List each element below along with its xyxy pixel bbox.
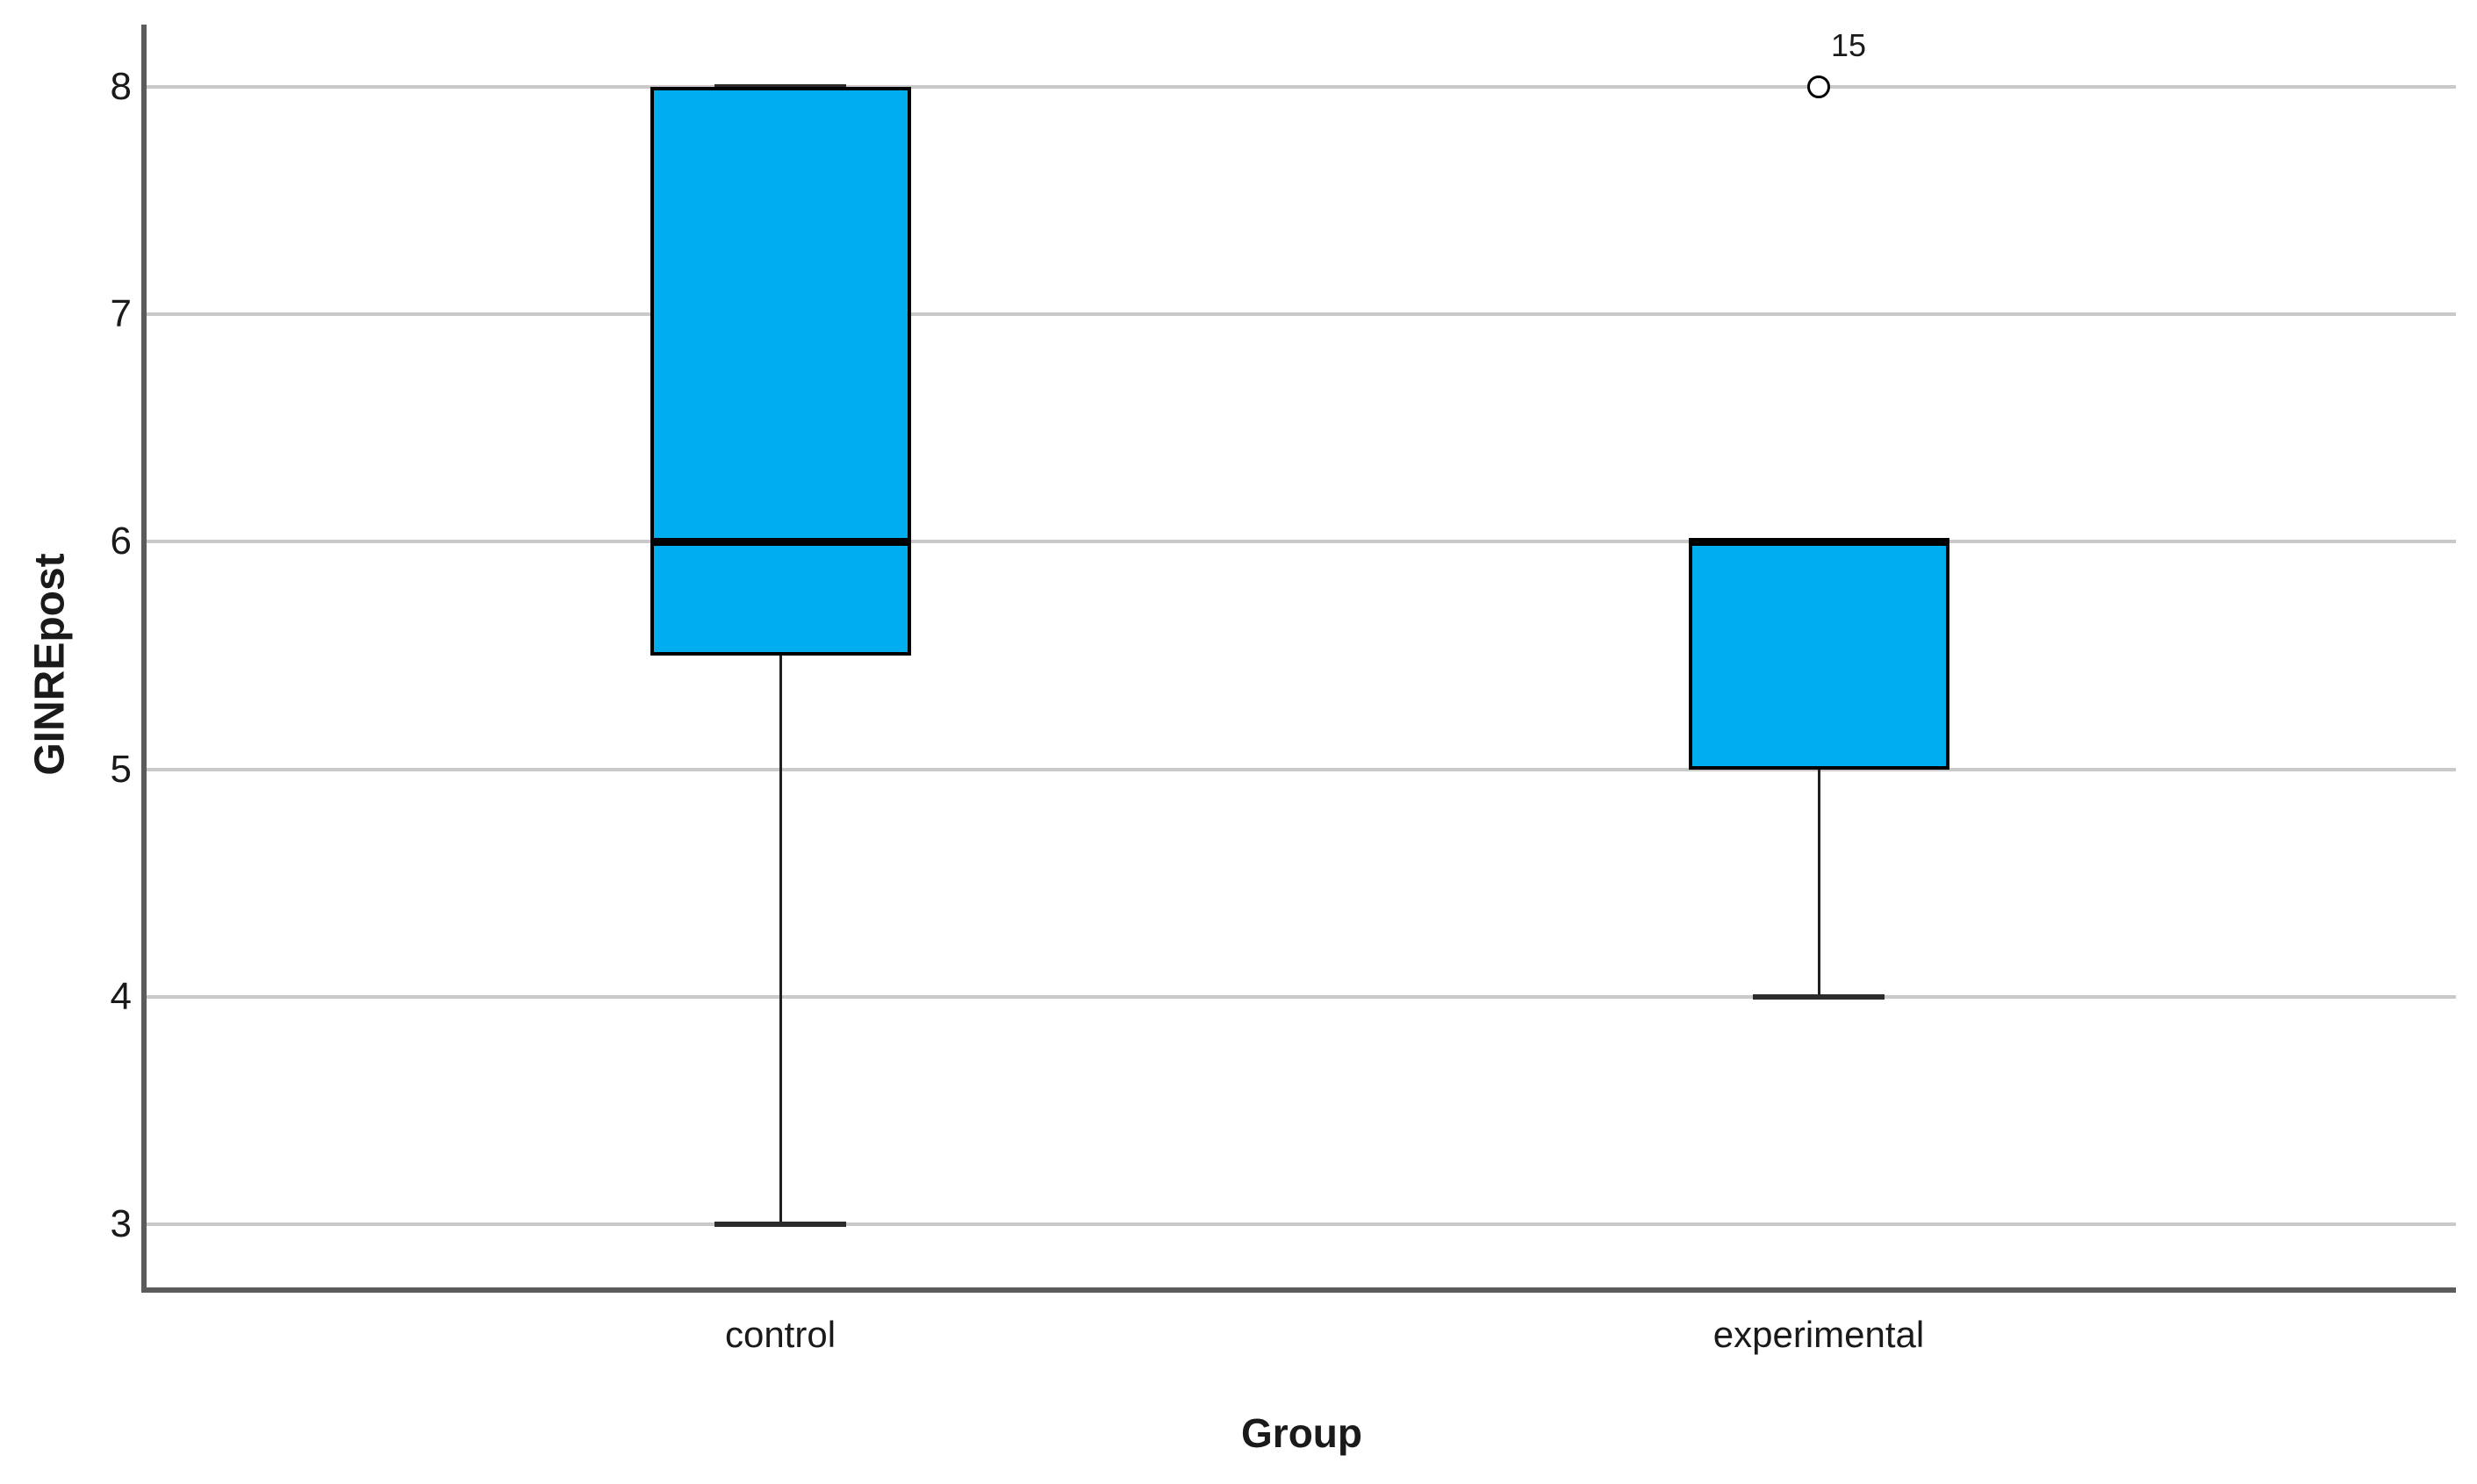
whisker-line-lower [779,656,782,1224]
gridline [147,85,2456,89]
y-tick-label: 6 [110,520,132,563]
gridline [147,1222,2456,1226]
x-axis-line [141,1287,2456,1293]
whisker-cap-lower [1753,993,1885,1000]
y-tick-label: 3 [110,1202,132,1245]
gridline [147,312,2456,317]
x-category-label: control [724,1314,836,1355]
gridline [147,767,2456,771]
whisker-cap-lower [714,1222,846,1227]
median-line [1688,537,1949,546]
box [650,87,911,656]
y-tick-label: 7 [110,292,132,336]
outlier-label: 15 [1831,27,1867,63]
y-axis-title: GINREpost [26,553,74,776]
box [1688,541,1949,770]
gridline [147,540,2456,544]
x-axis-title: Group [1241,1410,1362,1456]
outlier-point [1807,75,1830,98]
gridline [147,994,2456,999]
y-tick-label: 8 [110,65,132,108]
median-line [650,537,911,546]
y-axis-line [141,25,147,1287]
y-tick-label: 5 [110,747,132,791]
whisker-line-lower [1817,769,1820,997]
y-tick-label: 4 [110,974,132,1018]
x-category-label: experimental [1712,1314,1925,1355]
